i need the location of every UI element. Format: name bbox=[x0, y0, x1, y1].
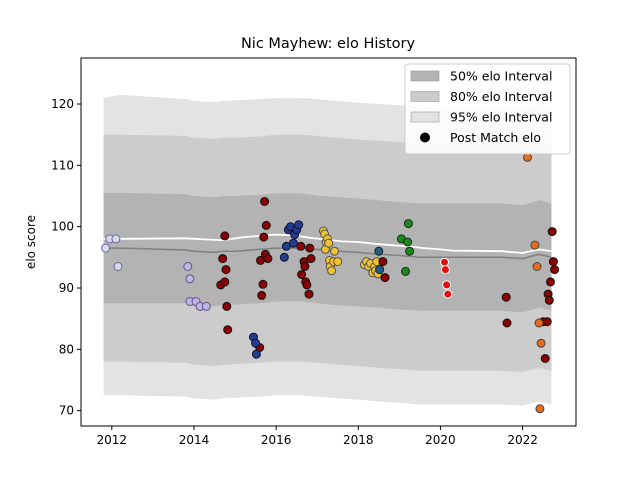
post-match-point bbox=[222, 301, 232, 311]
post-match-point bbox=[375, 265, 385, 275]
legend-label: Post Match elo bbox=[450, 130, 541, 145]
legend-frame bbox=[404, 63, 571, 155]
legend-marker bbox=[420, 132, 430, 143]
x-axis: 2012 2014 2016 2018 2020 2022 bbox=[97, 426, 538, 447]
post-match-point bbox=[183, 262, 193, 271]
x-tick-label: 2012 bbox=[97, 433, 128, 447]
post-match-point bbox=[279, 252, 289, 262]
legend-swatch bbox=[410, 111, 440, 123]
y-tick-label: 120 bbox=[51, 97, 74, 111]
legend-label: 95% elo Interval bbox=[450, 110, 552, 125]
x-tick-label: 2016 bbox=[261, 433, 292, 447]
post-match-point bbox=[263, 254, 273, 264]
y-tick-label: 110 bbox=[51, 158, 74, 172]
post-match-point bbox=[440, 265, 450, 275]
post-match-point bbox=[405, 246, 415, 256]
post-match-point bbox=[501, 292, 511, 302]
x-tick-label: 2020 bbox=[425, 433, 456, 447]
post-match-point bbox=[403, 237, 413, 247]
post-match-point bbox=[536, 338, 546, 348]
y-tick-label: 80 bbox=[59, 342, 74, 356]
post-match-point bbox=[530, 240, 540, 250]
post-match-points bbox=[101, 152, 560, 414]
post-match-point bbox=[259, 232, 269, 242]
post-match-point bbox=[220, 277, 230, 287]
post-match-point bbox=[261, 220, 271, 230]
post-match-point bbox=[548, 257, 558, 267]
post-match-point bbox=[260, 197, 270, 206]
post-match-point bbox=[258, 279, 268, 289]
post-match-point bbox=[547, 227, 557, 237]
legend-label: 80% elo Interval bbox=[450, 89, 552, 104]
post-match-point bbox=[201, 301, 211, 311]
post-match-point bbox=[223, 325, 233, 335]
post-match-point bbox=[101, 243, 111, 253]
post-match-point bbox=[288, 238, 298, 248]
post-match-point bbox=[304, 289, 314, 299]
post-match-point bbox=[220, 231, 230, 241]
post-match-point bbox=[550, 265, 560, 275]
post-match-point bbox=[374, 246, 384, 256]
legend: 50% elo Interval 80% elo Interval 95% elo … bbox=[404, 63, 571, 155]
y-tick-label: 70 bbox=[59, 404, 74, 418]
post-match-point bbox=[296, 241, 306, 251]
post-match-point bbox=[535, 404, 545, 414]
post-match-point bbox=[306, 254, 316, 264]
legend-swatch bbox=[410, 91, 440, 102]
y-axis-label: elo score bbox=[24, 215, 38, 269]
legend-swatch bbox=[410, 70, 440, 82]
post-match-point bbox=[327, 266, 337, 276]
post-match-point bbox=[532, 262, 542, 271]
post-match-point bbox=[442, 280, 452, 290]
post-match-point bbox=[297, 270, 307, 279]
post-match-point bbox=[257, 290, 267, 300]
plot-area bbox=[101, 94, 560, 414]
post-match-point bbox=[302, 280, 312, 290]
post-match-point bbox=[534, 318, 544, 328]
post-match-point bbox=[294, 220, 304, 230]
post-match-point bbox=[330, 246, 339, 256]
post-match-point bbox=[540, 354, 550, 363]
x-tick-label: 2018 bbox=[343, 433, 374, 447]
post-match-point bbox=[300, 262, 310, 271]
post-match-point bbox=[443, 289, 453, 299]
post-match-point bbox=[113, 262, 123, 271]
post-match-point bbox=[251, 338, 261, 348]
post-match-point bbox=[542, 317, 552, 327]
mean-elo-line bbox=[103, 233, 552, 254]
post-match-point bbox=[251, 349, 261, 359]
post-match-point bbox=[380, 273, 390, 283]
post-match-point bbox=[403, 219, 413, 229]
chart-title: Nic Mayhew: elo History bbox=[241, 36, 416, 52]
x-tick-label: 2022 bbox=[507, 433, 538, 447]
post-match-point bbox=[324, 238, 334, 248]
post-match-point bbox=[440, 257, 449, 267]
post-match-point bbox=[111, 234, 121, 244]
post-match-point bbox=[401, 266, 410, 276]
post-match-point bbox=[378, 257, 388, 267]
plot-frame bbox=[80, 57, 577, 427]
legend-label: 50% elo Interval bbox=[450, 69, 552, 84]
post-match-point bbox=[546, 277, 555, 287]
post-match-point bbox=[185, 274, 195, 284]
post-match-point bbox=[333, 257, 343, 267]
post-match-point bbox=[218, 254, 228, 264]
y-tick-label: 90 bbox=[59, 281, 74, 295]
x-tick-label: 2014 bbox=[179, 433, 210, 447]
post-match-point bbox=[523, 152, 532, 162]
y-axis: 70 80 90 100 110 120 bbox=[51, 97, 81, 418]
post-match-point bbox=[544, 295, 554, 305]
post-match-point bbox=[221, 265, 231, 275]
y-tick-label: 100 bbox=[51, 220, 74, 234]
post-match-point bbox=[305, 243, 315, 253]
post-match-point bbox=[502, 318, 512, 328]
